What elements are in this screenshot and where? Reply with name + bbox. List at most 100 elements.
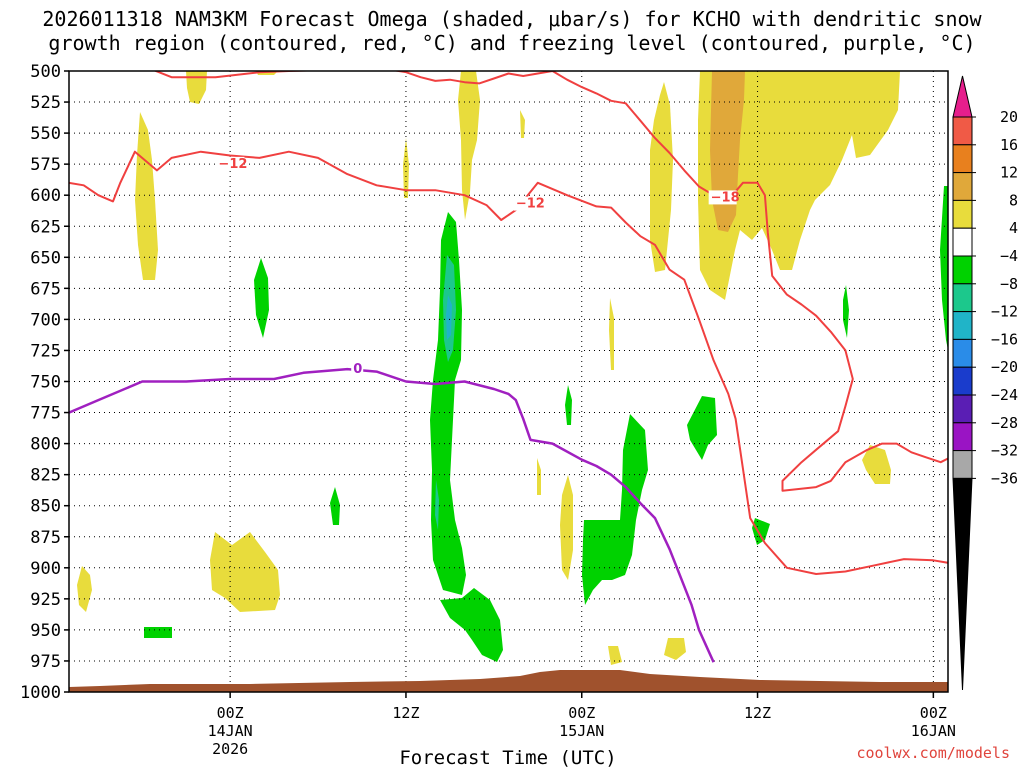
x-tick-date: 14JAN — [208, 722, 253, 740]
colorbar-swatch — [952, 172, 973, 201]
y-tick-label: 875 — [30, 528, 61, 548]
omega-shading — [77, 71, 948, 665]
contour-labels: −12 −12 −18 0 — [216, 156, 740, 377]
y-tick-label: 975 — [30, 652, 61, 672]
colorbar-swatch — [952, 116, 973, 146]
y-tick-label: 675 — [30, 279, 61, 299]
colorbar-label: −8 — [1000, 275, 1018, 293]
omega-region-yellow — [664, 638, 686, 660]
omega-region-green — [565, 385, 572, 425]
y-tick-label: 925 — [30, 590, 61, 610]
colorbar-label: 4 — [1009, 219, 1018, 237]
colorbar: 20 16 12 8 4 −4 −8 −12 −16 −20 −24 −28 −32 −36 — [952, 75, 1018, 691]
y-tick-label: 525 — [30, 93, 61, 113]
chart-title-line2: growth region (contoured, red, °C) and f… — [48, 31, 975, 55]
colorbar-swatch — [952, 422, 973, 452]
y-tick-label: 775 — [30, 404, 61, 424]
omega-region-green — [330, 487, 340, 525]
omega-region-yellow — [537, 458, 541, 495]
x-tick-date: 16JAN — [911, 722, 956, 740]
colorbar-label: 12 — [1000, 164, 1018, 182]
colorbar-swatch — [952, 366, 973, 396]
colorbar-label: 8 — [1009, 191, 1018, 209]
omega-region-green — [687, 396, 717, 460]
contour-lines — [69, 71, 948, 663]
x-tick-year: 2026 — [212, 740, 248, 758]
y-tick-label: 750 — [30, 373, 61, 393]
colorbar-top-arrow — [952, 75, 973, 118]
omega-region-yellow — [77, 566, 92, 612]
contour-label: 0 — [353, 362, 362, 377]
y-tick-label: 825 — [30, 466, 61, 486]
omega-region-green — [440, 588, 503, 662]
omega-region-yellow — [650, 82, 673, 272]
colorbar-label: −32 — [991, 442, 1018, 460]
colorbar-swatch — [952, 450, 973, 479]
y-tick-label: 950 — [30, 621, 61, 641]
colorbar-label: 20 — [1000, 108, 1018, 126]
colorbar-swatch — [952, 311, 973, 340]
omega-region-green — [940, 186, 948, 350]
colorbar-label: −36 — [991, 469, 1018, 487]
y-tick-label: 725 — [30, 341, 61, 361]
colorbar-swatch — [952, 199, 973, 229]
y-tick-label: 600 — [30, 186, 61, 206]
x-axis-label: Forecast Time (UTC) — [399, 747, 616, 768]
colorbar-bottom-arrow — [952, 477, 973, 691]
credit-text: coolwx.com/models — [856, 744, 1010, 762]
colorbar-label: −16 — [991, 330, 1018, 348]
omega-region-yellow — [698, 71, 900, 300]
colorbar-label: −4 — [1000, 247, 1018, 265]
x-tick-label: 12Z — [392, 704, 419, 722]
colorbar-label: −20 — [991, 358, 1018, 376]
y-axis-ticks: 500 525 550 575 600 625 650 675 700 725 750 775 800 8… — [20, 62, 69, 703]
x-tick-label: 00Z — [217, 704, 244, 722]
y-tick-label: 1000 — [20, 683, 61, 703]
x-tick-label: 12Z — [744, 704, 771, 722]
omega-region-yellow — [135, 112, 158, 280]
omega-region-green — [582, 414, 648, 605]
contour-label-bg — [351, 361, 364, 376]
x-tick-label: 00Z — [568, 704, 595, 722]
omega-region-yellow — [186, 71, 207, 104]
omega-region-green — [430, 212, 466, 595]
omega-region-yellow — [210, 532, 280, 612]
y-tick-label: 800 — [30, 435, 61, 455]
omega-region-yellow — [609, 298, 614, 370]
omega-region-green — [254, 258, 269, 338]
contour-label-bg — [216, 156, 245, 171]
omega-region-yellow — [458, 71, 480, 220]
colorbar-label: −12 — [991, 303, 1018, 321]
dgz-minus12-contour — [69, 150, 948, 575]
colorbar-label: 16 — [1000, 136, 1018, 154]
x-tick-label: 00Z — [920, 704, 947, 722]
chart-title-line1: 2026011318 NAM3KM Forecast Omega (shaded… — [42, 7, 982, 31]
y-tick-label: 700 — [30, 310, 61, 330]
y-tick-label: 850 — [30, 497, 61, 517]
colorbar-label: −28 — [991, 414, 1018, 432]
y-tick-label: 625 — [30, 217, 61, 237]
terrain-surface — [69, 670, 948, 692]
colorbar-swatch — [952, 394, 973, 424]
freezing-level-contour — [69, 367, 715, 663]
omega-region-yellow — [560, 475, 573, 580]
colorbar-swatch — [952, 227, 973, 257]
contour-label: −12 — [218, 157, 247, 172]
omega-region-green — [752, 518, 770, 545]
dgz-minus18-contour — [153, 71, 948, 492]
x-tick-date: 15JAN — [559, 722, 604, 740]
contour-label: −12 — [516, 197, 545, 212]
colorbar-swatch — [952, 255, 973, 285]
contour-label-bg — [708, 190, 737, 205]
colorbar-swatch — [952, 283, 973, 313]
omega-region-teal — [446, 295, 452, 340]
omega-region-yellow — [608, 646, 622, 665]
y-tick-label: 500 — [30, 62, 61, 82]
y-tick-label: 550 — [30, 124, 61, 144]
omega-region-teal — [435, 480, 439, 530]
y-tick-label: 575 — [30, 155, 61, 175]
colorbar-swatch — [952, 338, 973, 368]
